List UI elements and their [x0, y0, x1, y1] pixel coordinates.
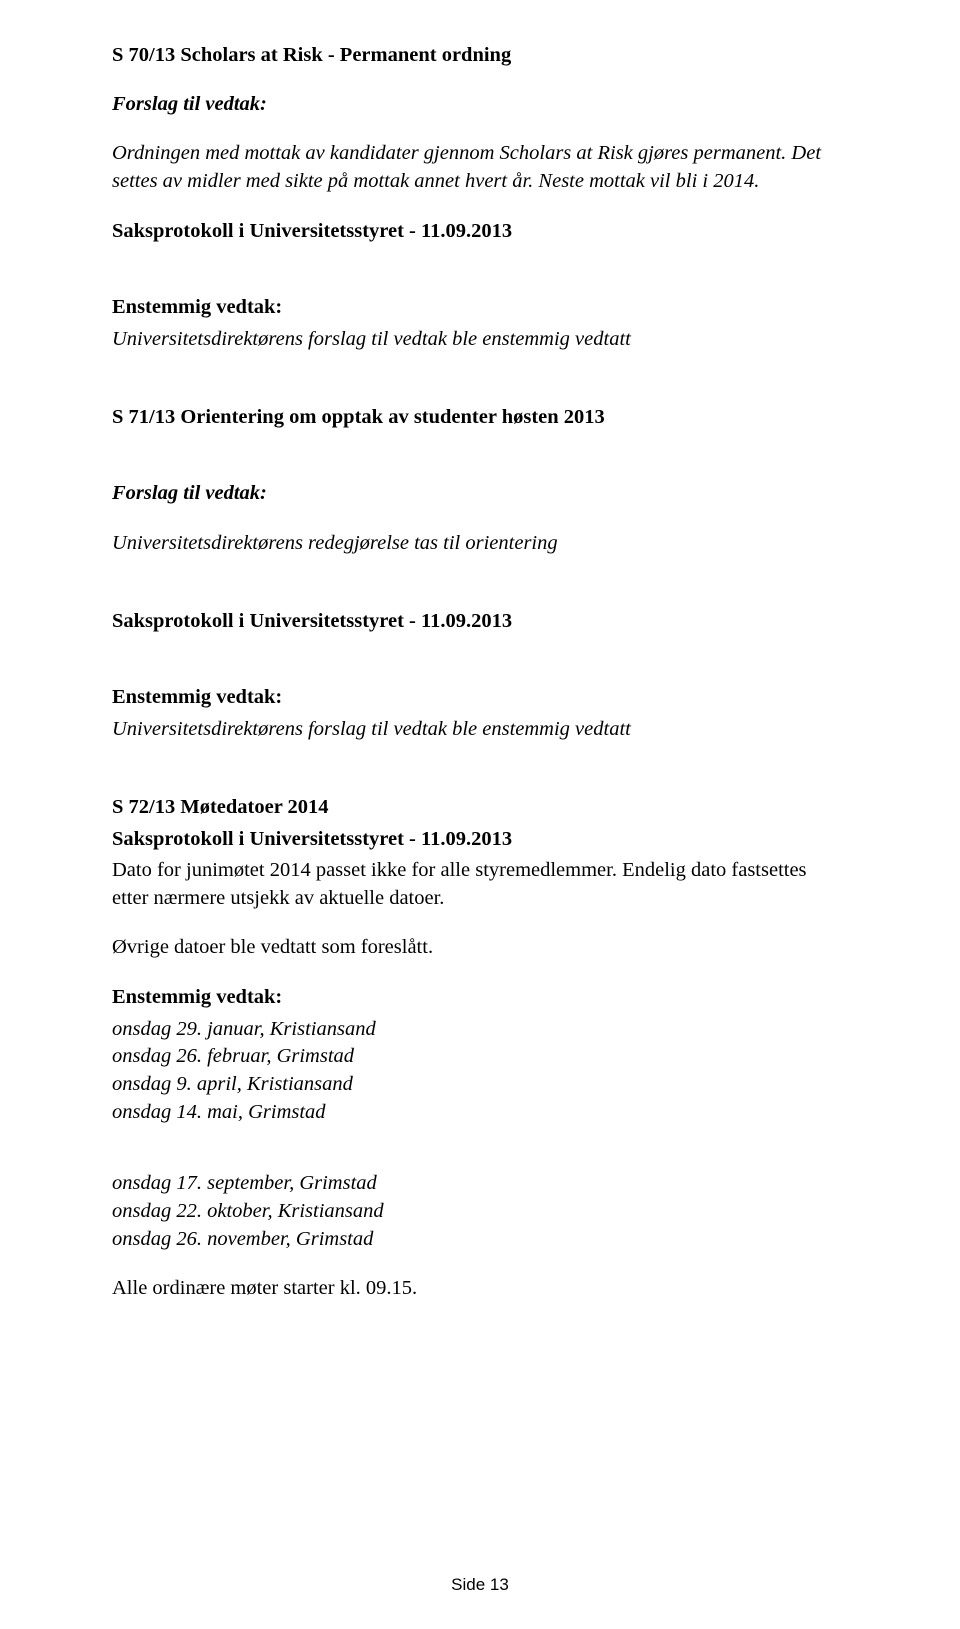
s72-title: S 72/13 Møtedatoer 2014: [112, 794, 848, 821]
s72-closing: Alle ordinære møter starter kl. 09.15.: [112, 1275, 848, 1303]
s70-forslag-text: Ordningen med mottak av kandidater gjenn…: [112, 140, 848, 195]
s72-dates-a: onsdag 29. januar, Kristiansand onsdag 2…: [112, 1016, 848, 1127]
s70-title: S 70/13 Scholars at Risk - Permanent ord…: [112, 42, 848, 69]
s70-vedtak-label: Enstemmig vedtak:: [112, 294, 848, 322]
date-line: onsdag 17. september, Grimstad: [112, 1170, 848, 1198]
s70-forslag-label: Forslag til vedtak:: [112, 91, 848, 119]
s71-forslag-text: Universitetsdirektørens redegjørelse tas…: [112, 530, 848, 558]
date-line: onsdag 26. november, Grimstad: [112, 1226, 848, 1254]
spacer: [112, 376, 848, 404]
date-line: onsdag 14. mai, Grimstad: [112, 1099, 848, 1127]
s71-forslag-label: Forslag til vedtak:: [112, 480, 848, 508]
s70-protokoll: Saksprotokoll i Universitetsstyret - 11.…: [112, 218, 848, 245]
s72-vedtak-label: Enstemmig vedtak:: [112, 984, 848, 1012]
spacer: [112, 766, 848, 794]
page-footer: Side 13: [0, 1575, 960, 1595]
s72-dates-b: onsdag 17. september, Grimstad onsdag 22…: [112, 1170, 848, 1253]
spacer: [112, 1126, 848, 1170]
spacer: [112, 656, 848, 684]
document-page: S 70/13 Scholars at Risk - Permanent ord…: [0, 0, 960, 1629]
s71-protokoll: Saksprotokoll i Universitetsstyret - 11.…: [112, 608, 848, 635]
date-line: onsdag 9. april, Kristiansand: [112, 1071, 848, 1099]
spacer: [112, 452, 848, 480]
s72-para2: Øvrige datoer ble vedtatt som foreslått.: [112, 934, 848, 962]
date-line: onsdag 29. januar, Kristiansand: [112, 1016, 848, 1044]
s72-protokoll: Saksprotokoll i Universitetsstyret - 11.…: [112, 826, 848, 853]
s71-title: S 71/13 Orientering om opptak av student…: [112, 404, 848, 431]
s70-vedtak-text: Universitetsdirektørens forslag til vedt…: [112, 326, 848, 354]
spacer: [112, 266, 848, 294]
spacer: [112, 1253, 848, 1275]
s71-vedtak-label: Enstemmig vedtak:: [112, 684, 848, 712]
date-line: onsdag 26. februar, Grimstad: [112, 1043, 848, 1071]
s72-para1: Dato for junimøtet 2014 passet ikke for …: [112, 857, 848, 912]
s71-vedtak-text: Universitetsdirektørens forslag til vedt…: [112, 716, 848, 744]
date-line: onsdag 22. oktober, Kristiansand: [112, 1198, 848, 1226]
spacer: [112, 580, 848, 608]
